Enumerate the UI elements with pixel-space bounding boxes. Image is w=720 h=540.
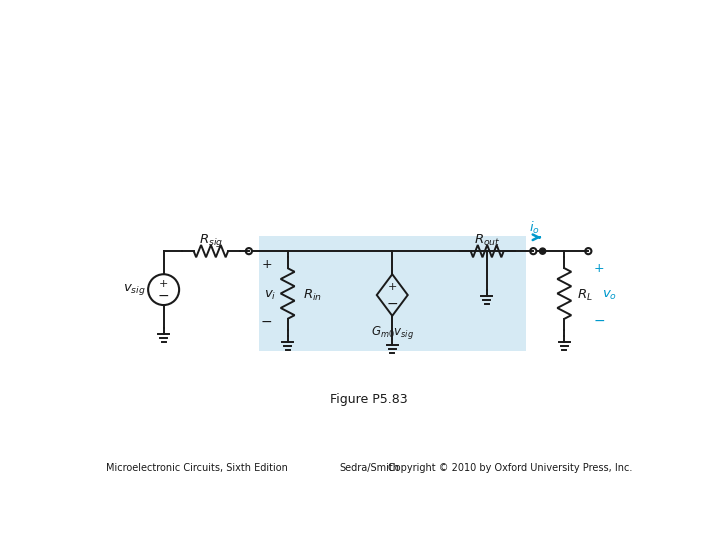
Text: $R_L$: $R_L$: [577, 287, 593, 302]
Text: Microelectronic Circuits, Sixth Edition: Microelectronic Circuits, Sixth Edition: [106, 463, 287, 473]
Circle shape: [539, 248, 546, 254]
Text: +: +: [261, 259, 272, 272]
Text: $i_o$: $i_o$: [528, 220, 539, 236]
Text: $R_{\mathit{out}}$: $R_{\mathit{out}}$: [474, 233, 500, 248]
Text: $v_o$: $v_o$: [602, 288, 617, 301]
Text: $R_{\mathit{sig}}$: $R_{\mathit{sig}}$: [199, 232, 223, 249]
Text: Sedra/Smith: Sedra/Smith: [339, 463, 399, 473]
Text: −: −: [387, 297, 398, 311]
Text: $R_{\mathit{in}}$: $R_{\mathit{in}}$: [303, 287, 322, 302]
Text: −: −: [158, 289, 169, 303]
Text: −: −: [593, 313, 605, 327]
Text: +: +: [387, 282, 397, 292]
Text: Figure P5.83: Figure P5.83: [330, 393, 408, 406]
Text: $v_i$: $v_i$: [264, 288, 276, 301]
Text: $v_{\mathit{sig}}$: $v_{\mathit{sig}}$: [123, 282, 145, 297]
Text: −: −: [261, 315, 272, 329]
Text: $G_{\mathit{m0}}v_{\mathit{sig}}$: $G_{\mathit{m0}}v_{\mathit{sig}}$: [371, 325, 414, 341]
Bar: [259, 236, 526, 351]
Text: +: +: [159, 279, 168, 289]
Text: +: +: [594, 261, 605, 274]
Text: Copyright © 2010 by Oxford University Press, Inc.: Copyright © 2010 by Oxford University Pr…: [388, 463, 632, 473]
